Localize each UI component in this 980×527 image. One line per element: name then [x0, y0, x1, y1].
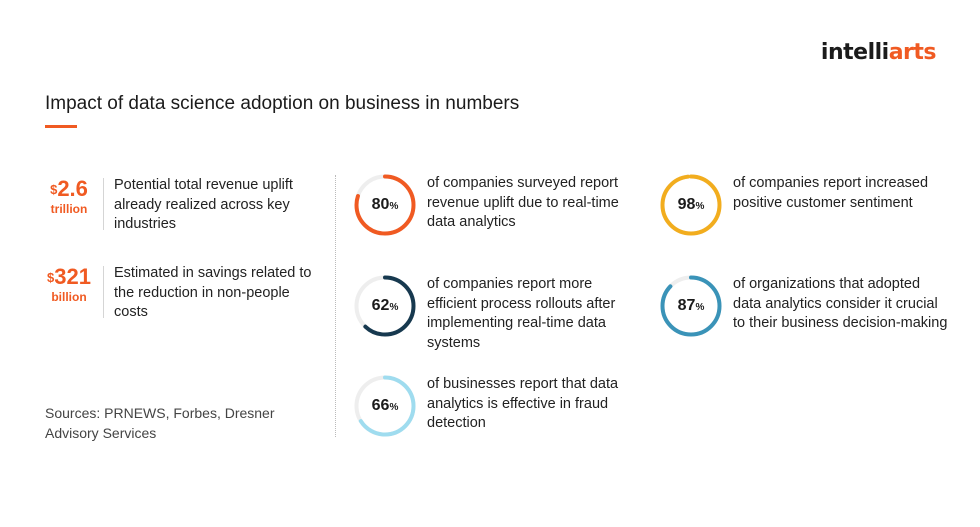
stat-value: 62 — [371, 297, 390, 314]
money-figure: $2.6 trillion — [40, 176, 98, 216]
money-figure: $321 billion — [40, 264, 98, 304]
money-divider — [103, 266, 104, 318]
percent-sign: % — [389, 402, 399, 413]
money-divider — [103, 178, 104, 230]
page-title: Impact of data science adoption on busin… — [45, 93, 520, 114]
percent-sign: % — [695, 201, 705, 212]
percent-sign: % — [389, 302, 399, 313]
currency-symbol: $ — [50, 182, 58, 197]
money-value: 321 — [54, 264, 91, 289]
stat-value: 80 — [371, 196, 390, 213]
stat-value: 87 — [677, 297, 696, 314]
sources-text: Sources: PRNEWS, Forbes, Dresner Advisor… — [45, 405, 275, 441]
stat-description: of companies report more efficient proce… — [427, 276, 616, 351]
money-description: Estimated in savings related to the redu… — [114, 265, 312, 320]
money-value: 2.6 — [57, 176, 88, 201]
stat-description: of companies surveyed report revenue upl… — [427, 175, 619, 230]
stat-description: of organizations that adopted data analy… — [733, 276, 948, 331]
stat-value: 66 — [371, 397, 390, 414]
stat-percentage: 98% — [659, 173, 723, 237]
title-underline — [45, 125, 77, 128]
progress-ring — [660, 275, 722, 337]
stat-percentage: 87% — [659, 274, 723, 338]
logo-part1: intelli — [820, 40, 889, 65]
progress-ring — [354, 174, 416, 236]
money-stat-savings: $321 billion Estimated in savings relate… — [40, 264, 311, 324]
money-description: Potential total revenue uplift already r… — [114, 177, 293, 232]
progress-ring — [354, 275, 416, 337]
intelliarts-logo: intelliarts — [820, 40, 937, 65]
percent-sign: % — [695, 302, 705, 313]
progress-ring — [660, 174, 722, 236]
stat-percentage: 62% — [353, 274, 417, 338]
money-unit: trillion — [50, 202, 88, 216]
percent-sign: % — [389, 201, 399, 212]
stat-value: 98 — [677, 196, 696, 213]
stat-percentage: 80% — [353, 173, 417, 237]
stat-description: of companies report increased positive c… — [733, 175, 929, 211]
logo-part2: arts — [888, 40, 937, 65]
money-unit: billion — [51, 290, 87, 304]
column-divider — [335, 175, 336, 437]
currency-symbol: $ — [47, 270, 55, 285]
progress-ring — [354, 375, 416, 437]
money-stat-revenue: $2.6 trillion Potential total revenue up… — [40, 176, 310, 236]
stat-percentage: 66% — [353, 374, 417, 438]
stat-description: of businesses report that data analytics… — [427, 376, 619, 431]
